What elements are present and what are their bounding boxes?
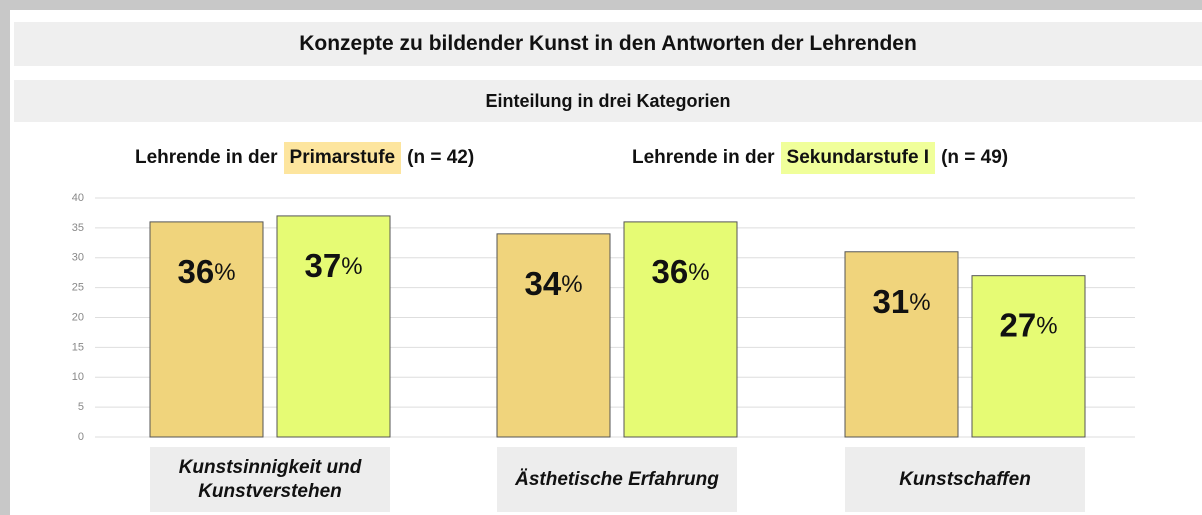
chart-subtitle: Einteilung in drei Kategorien (14, 80, 1202, 122)
legend: Lehrende in der Primarstufe (n = 42) (135, 142, 474, 174)
data-label-number: 36 (177, 253, 214, 290)
y-tick-label: 40 (72, 192, 84, 204)
category-box: Kunstsinnigkeit und Kunstverstehen (150, 447, 390, 512)
bar (623, 221, 738, 438)
frame-top (0, 0, 1202, 10)
legend: Lehrende in der Sekundarstufe I (n = 49) (632, 142, 1008, 174)
data-label-number: 36 (651, 253, 688, 290)
data-label: 34% (524, 265, 582, 302)
data-label-number: 31 (872, 282, 909, 319)
y-tick-label: 15 (72, 341, 84, 353)
data-label-unit: % (909, 289, 930, 316)
data-label: 27% (999, 306, 1057, 343)
y-tick-label: 35 (72, 222, 84, 234)
data-label-unit: % (341, 253, 362, 280)
y-tick-label: 30 (72, 252, 84, 264)
y-tick-label: 5 (78, 401, 84, 413)
data-label-number: 37 (304, 247, 341, 284)
data-label: 37% (304, 247, 362, 284)
y-tick-label: 10 (72, 371, 84, 383)
category-box: Kunstschaffen (845, 447, 1085, 512)
bar (844, 251, 959, 438)
data-label: 36% (177, 253, 235, 290)
category-box: Ästhetische Erfahrung (497, 447, 737, 512)
bar (276, 215, 391, 438)
data-label-unit: % (214, 259, 235, 286)
y-tick-label: 20 (72, 311, 84, 323)
data-label-number: 27 (999, 306, 1036, 343)
bar (149, 221, 264, 438)
data-label-unit: % (688, 259, 709, 286)
legend-prefix: Lehrende in der (135, 147, 278, 168)
data-label-number: 34 (524, 265, 561, 302)
bar (971, 275, 1086, 438)
x-tick-label: Kunstschaffen (899, 468, 1031, 490)
legend-prefix: Lehrende in der (632, 147, 775, 168)
legend-series-name: Sekundarstufe I (780, 142, 936, 174)
data-label: 31% (872, 282, 930, 319)
data-label: 36% (651, 253, 709, 290)
bar (496, 233, 611, 438)
y-tick-label: 0 (78, 431, 84, 443)
legend-series-name: Primarstufe (283, 142, 402, 174)
data-label-unit: % (561, 271, 582, 298)
chart-title: Konzepte zu bildender Kunst in den Antwo… (14, 22, 1202, 66)
legend-n: (n = 49) (941, 147, 1009, 168)
data-label-unit: % (1036, 313, 1057, 340)
x-tick-label: Kunstsinnigkeit und Kunstverstehen (178, 456, 362, 502)
frame-left (0, 0, 10, 515)
y-tick-label: 25 (72, 282, 84, 294)
x-tick-label: Ästhetische Erfahrung (515, 468, 719, 490)
legend-n: (n = 42) (407, 147, 475, 168)
